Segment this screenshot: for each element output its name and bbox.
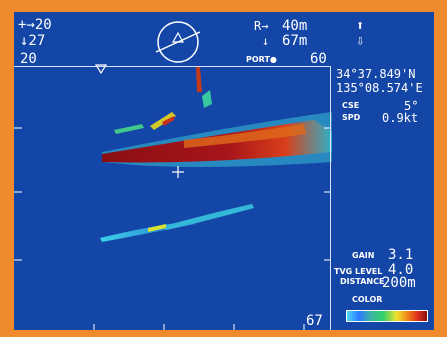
panel-divider: [330, 66, 331, 330]
scale-left-value: 20: [20, 51, 37, 67]
bottom-scale-ticks: [93, 324, 305, 330]
tvg-label: TVG LEVEL: [334, 267, 383, 276]
bottom-streak-3: [148, 224, 166, 232]
echo-vertical: [196, 67, 202, 92]
latitude-readout: 34°37.849'N: [336, 67, 416, 81]
speed-value: 0.9kt: [382, 111, 419, 125]
course-label: CSE: [342, 101, 360, 110]
down-arrow-icon: ⇩: [356, 33, 365, 49]
distance-value: 200m: [382, 275, 416, 291]
scale-line: [14, 66, 330, 67]
depth-label: ↓: [262, 34, 270, 48]
bottom-streak-2: [164, 204, 254, 230]
course-value: 5°: [404, 99, 419, 113]
distance-label: DISTANCE: [340, 277, 385, 286]
color-label: COLOR: [352, 295, 383, 304]
longitude-readout: 135°08.574'E: [336, 81, 423, 95]
up-arrow-icon: ⬆: [356, 18, 365, 34]
cursor-cross: [172, 166, 184, 178]
marker-triangle-icon: [95, 64, 107, 74]
sonar-display: +→20 ↓27 R→ 40m ↓ 67m ⬆ ⇩ 20 PORT● 60 34…: [14, 12, 434, 330]
speed-label: SPD: [342, 113, 361, 122]
echo-small-2: [150, 112, 176, 130]
gain-value: 3.1: [388, 247, 414, 263]
echo-small-1: [114, 124, 144, 134]
range-label: R→: [254, 19, 269, 33]
color-scale-bar: [346, 310, 428, 322]
depth-ticks: [14, 127, 330, 261]
depth-value: 67m: [282, 33, 308, 49]
heading-indicator-icon: [155, 21, 201, 63]
scale-bottom-value: 67: [306, 313, 323, 329]
scale-right-value: 60: [310, 51, 327, 67]
port-indicator: PORT●: [246, 55, 277, 64]
range-value: 40m: [282, 18, 308, 34]
gain-label: GAIN: [352, 251, 375, 260]
bearing-readout: +→20: [18, 17, 52, 33]
tvg-value: 4.0: [388, 262, 414, 278]
tilt-readout: ↓27: [20, 33, 46, 49]
echo-small-3: [162, 116, 174, 126]
echo-small-4: [202, 90, 212, 108]
echo-image: [14, 67, 332, 330]
fish-school-highlight: [184, 124, 306, 148]
